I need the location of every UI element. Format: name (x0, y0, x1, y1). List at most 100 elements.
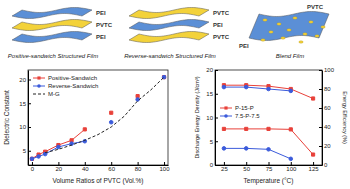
tick: 80 (319, 86, 331, 92)
series-marker (244, 85, 248, 89)
tick-label: 100 (324, 67, 335, 73)
tick-label: 5 (210, 139, 214, 145)
tick-mark (215, 141, 218, 142)
filler-particle (277, 23, 281, 25)
tick: 75 (266, 162, 273, 172)
figure: PEI PVTC PEI Positive-sandwich Structured F… (0, 0, 350, 189)
tick-mark (313, 162, 314, 165)
series-marker (312, 97, 315, 100)
tick-mark (246, 162, 247, 165)
series-marker (245, 127, 248, 130)
filler-particle (287, 29, 291, 31)
series-line (224, 129, 313, 155)
tick: 0 (31, 162, 35, 172)
axis-line (322, 71, 323, 166)
legend-marker (37, 76, 40, 79)
y-axis: 05101520 (206, 67, 218, 168)
series-marker (244, 147, 248, 151)
series-marker (267, 127, 270, 130)
film-layer (129, 32, 209, 43)
film-layer (129, 20, 209, 31)
tick-label: 75 (266, 166, 273, 172)
tick: 25 (221, 162, 228, 172)
filler-particle (303, 33, 307, 35)
tick-mark (319, 70, 322, 71)
legend-label: 7.5-P-7.5 (235, 113, 260, 119)
blend-label: PEI (239, 43, 249, 49)
legend-label: Positive-Sandwich (48, 75, 97, 81)
tick-label: 20 (324, 143, 331, 149)
layer-label: PEI (96, 34, 106, 40)
tick-mark (215, 70, 218, 71)
tick: 5 (210, 139, 218, 145)
tick-mark (28, 80, 31, 81)
tick-label: 0 (31, 166, 35, 172)
panel-title: Positive-sandwich Structured Film (8, 53, 98, 59)
y2-axis: 020406080100 (319, 67, 335, 168)
legend-marker (224, 114, 228, 118)
plot-frame (215, 70, 322, 165)
x-axis-title: Volume Ratios of PVTC (Vol.%) (52, 177, 143, 185)
series-marker (222, 147, 226, 151)
tick-mark (85, 162, 86, 165)
series-line (32, 77, 164, 159)
legend-marker (37, 84, 41, 88)
tick-label: 100 (160, 166, 171, 172)
tick-label: 40 (82, 166, 89, 172)
film-layer (12, 20, 92, 31)
series-marker (110, 111, 113, 114)
legend-swatch (33, 94, 45, 95)
film-panel: PVTCPEIPVTCReverse-sandwich Structured F… (124, 8, 230, 60)
film-layer (12, 32, 92, 43)
series-line (224, 148, 291, 158)
y2-axis-title: Energy Efficiency (%) (342, 91, 348, 144)
tick-label: 20 (56, 166, 63, 172)
tick-mark (164, 162, 165, 165)
filler-particle (281, 37, 285, 39)
tick-mark (32, 162, 33, 165)
chart: 25507510012505101520020406080100Temperat… (194, 67, 348, 185)
layer-label: PVTC (213, 10, 230, 16)
filler-particle (269, 31, 273, 33)
diagrams: PEI PVTC PEI Positive-sandwich Structured F… (8, 4, 329, 59)
y-axis-title: Dielectric Constant (3, 90, 10, 145)
layer-label: PVTC (213, 34, 230, 40)
tick: 60 (108, 162, 115, 172)
filler-particle (263, 19, 267, 21)
series-marker (222, 127, 225, 130)
tick-mark (319, 89, 322, 90)
tick-label: 20 (19, 77, 26, 83)
layer-label: PEI (213, 22, 223, 28)
tick-mark (215, 165, 218, 166)
film-layer (129, 8, 209, 19)
filler-particle (293, 17, 297, 19)
tick: 40 (319, 124, 331, 130)
series-marker (30, 157, 33, 160)
tick-label: 0 (324, 162, 328, 168)
tick-mark (269, 162, 270, 165)
series-line (32, 77, 164, 159)
film-layer (12, 8, 92, 19)
tick-mark (215, 94, 218, 95)
plot-frame (28, 70, 168, 165)
panel-title: Blend Film (276, 53, 304, 59)
series-marker (109, 120, 113, 124)
filler-particle (315, 35, 319, 37)
tick-label: 10 (206, 115, 213, 121)
legend-label: P-15-P (235, 105, 254, 111)
series-line (224, 87, 291, 91)
plot-area (30, 75, 166, 160)
x-axis-title: Temperature (°C) (244, 177, 294, 185)
tick-mark (224, 162, 225, 165)
tick: 50 (243, 162, 250, 172)
series-marker (267, 148, 271, 152)
tick-mark (111, 162, 112, 165)
tick-mark (319, 165, 322, 166)
y-axis-title: Discharge Energy Density (J/cm³) (194, 76, 200, 158)
tick-label: 25 (221, 166, 228, 172)
tick: 20 (19, 77, 31, 83)
layer-label: PVTC (96, 22, 113, 28)
plot-area (222, 84, 315, 161)
legend: Positive-SandwichReverse-SandwichM-G (33, 75, 98, 97)
tick-mark (319, 146, 322, 147)
